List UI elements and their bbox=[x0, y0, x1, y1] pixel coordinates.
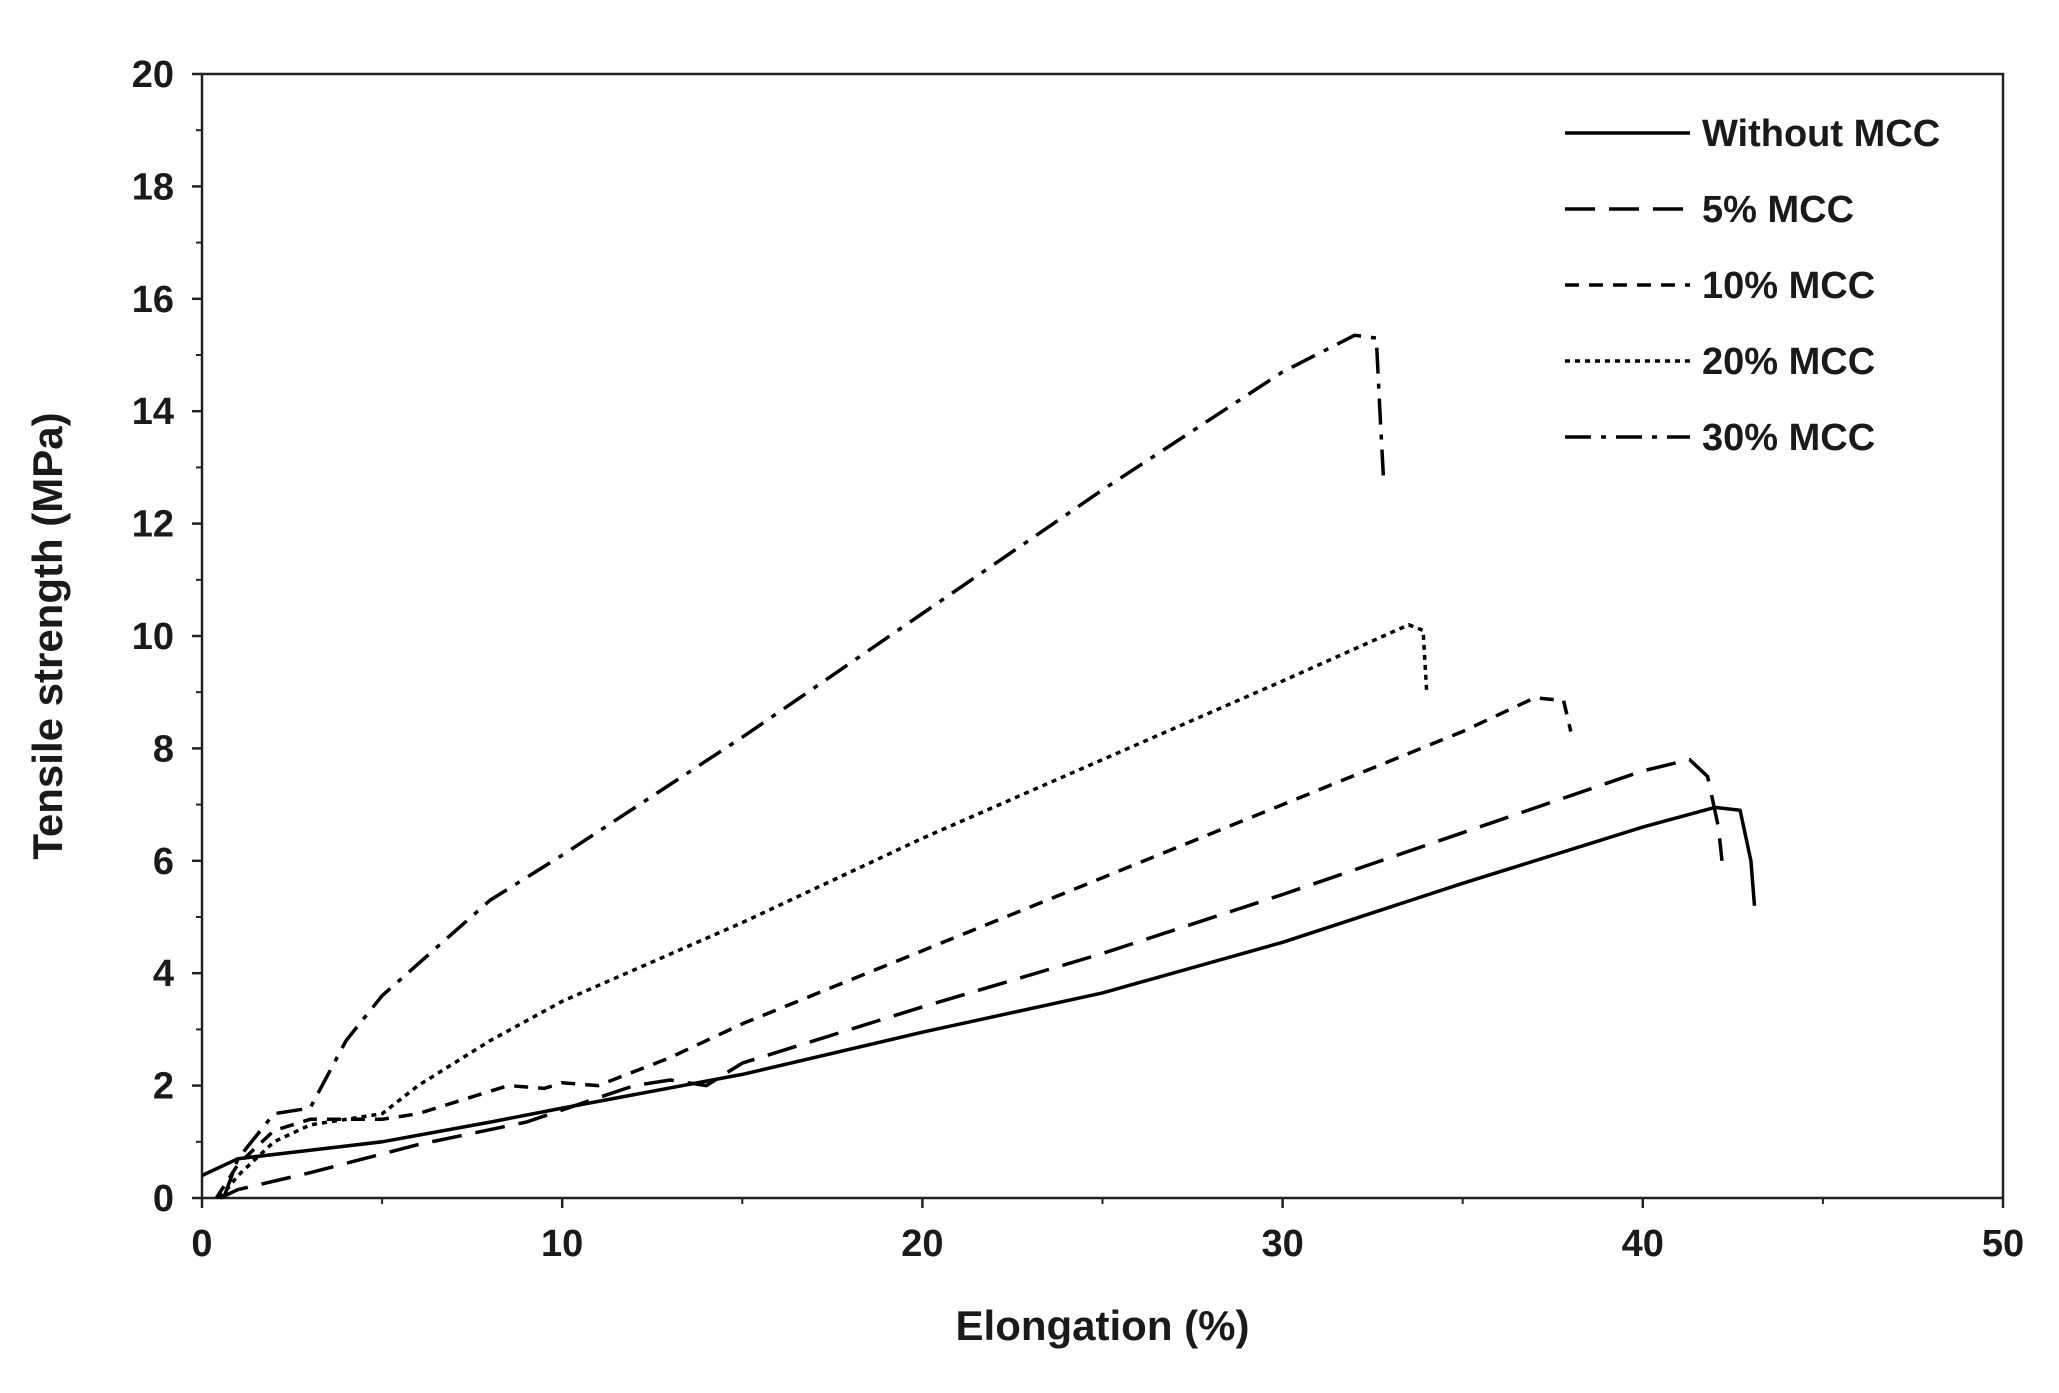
y-tick-label: 16 bbox=[132, 279, 174, 321]
y-tick-label: 10 bbox=[132, 616, 174, 658]
x-tick-label: 20 bbox=[901, 1223, 943, 1265]
series-line-5 bbox=[221, 333, 1386, 1199]
legend-label-4: 20% MCC bbox=[1702, 341, 1875, 383]
y-tick-label: 4 bbox=[153, 953, 174, 995]
y-axis-title: Tensile strength (MPa) bbox=[24, 412, 71, 859]
series-line-3 bbox=[214, 696, 1573, 1199]
series-line-2 bbox=[219, 757, 1724, 1200]
y-tick-label: 18 bbox=[132, 166, 174, 208]
plot-border bbox=[200, 72, 2005, 1200]
y-tick-label: 6 bbox=[153, 841, 174, 883]
y-tick-label: 0 bbox=[153, 1178, 174, 1220]
y-tick-label: 12 bbox=[132, 504, 174, 546]
series-line-1 bbox=[201, 805, 1757, 1178]
legend-label-3: 10% MCC bbox=[1702, 265, 1875, 307]
x-axis: 0 10 20 30 40 50 bbox=[191, 1198, 2024, 1265]
legend-label-1: Without MCC bbox=[1702, 113, 1940, 155]
x-tick-label: 0 bbox=[191, 1223, 212, 1265]
series-line-4 bbox=[218, 623, 1429, 1200]
series-layer bbox=[201, 333, 1757, 1200]
y-tick-label: 20 bbox=[132, 54, 174, 96]
y-tick-label: 8 bbox=[153, 728, 174, 770]
plot-area bbox=[200, 72, 2005, 1200]
x-tick-label: 30 bbox=[1261, 1223, 1303, 1265]
x-axis-title: Elongation (%) bbox=[956, 1302, 1250, 1349]
legend-label-2: 5% MCC bbox=[1702, 189, 1854, 231]
x-tick-label: 50 bbox=[1982, 1223, 2024, 1265]
x-tick-label: 10 bbox=[541, 1223, 583, 1265]
y-axis: 0 2 4 6 8 10 12 14 16 18 20 bbox=[132, 54, 202, 1220]
y-tick-label: 14 bbox=[132, 391, 174, 433]
y-tick-label: 2 bbox=[153, 1066, 174, 1108]
x-tick-label: 40 bbox=[1622, 1223, 1664, 1265]
legend: Without MCC 5% MCC 10% MCC 20% MCC 30% MCC bbox=[1565, 113, 1940, 459]
legend-label-5: 30% MCC bbox=[1702, 417, 1875, 459]
